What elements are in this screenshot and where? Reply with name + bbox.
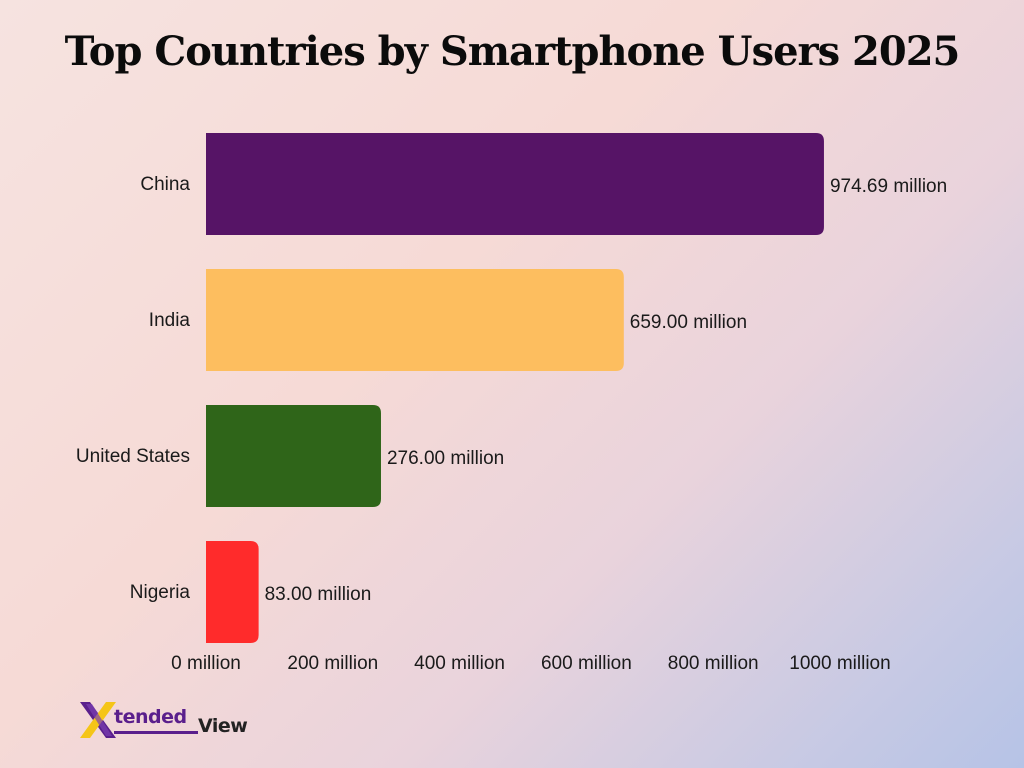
x-tick-label: 200 million [287, 653, 378, 674]
category-label: India [149, 310, 191, 331]
x-tick-label: 0 million [171, 653, 241, 674]
value-label: 83.00 million [265, 584, 372, 605]
category-labels-group: China India United States Nigeria [76, 174, 191, 603]
bar-india [206, 269, 624, 371]
bar-united-states [206, 405, 381, 507]
x-tick-label: 400 million [414, 653, 505, 674]
bars-group [206, 133, 824, 643]
value-label: 974.69 million [830, 176, 947, 197]
logo-x-icon [80, 702, 116, 738]
value-label: 659.00 million [630, 312, 747, 333]
logo-text-tended: tended [114, 706, 187, 728]
logo-underline [114, 731, 198, 734]
bar-nigeria [206, 541, 259, 643]
chart-title: Top Countries by Smartphone Users 2025 [64, 28, 961, 75]
logo-text-view: View [198, 715, 248, 737]
x-tick-label: 800 million [668, 653, 759, 674]
x-tick-labels-group: 0 million 200 million 400 million 600 milli… [171, 653, 891, 674]
x-tick-label: 1000 million [789, 653, 890, 674]
value-label: 276.00 million [387, 448, 504, 469]
category-label: Nigeria [130, 582, 191, 603]
brand-logo: tended View [78, 700, 278, 744]
category-label: United States [76, 446, 190, 467]
x-tick-label: 600 million [541, 653, 632, 674]
category-label: China [140, 174, 190, 195]
value-labels-group: 974.69 million 659.00 million 276.00 milli… [265, 176, 948, 605]
bar-china [206, 133, 824, 235]
